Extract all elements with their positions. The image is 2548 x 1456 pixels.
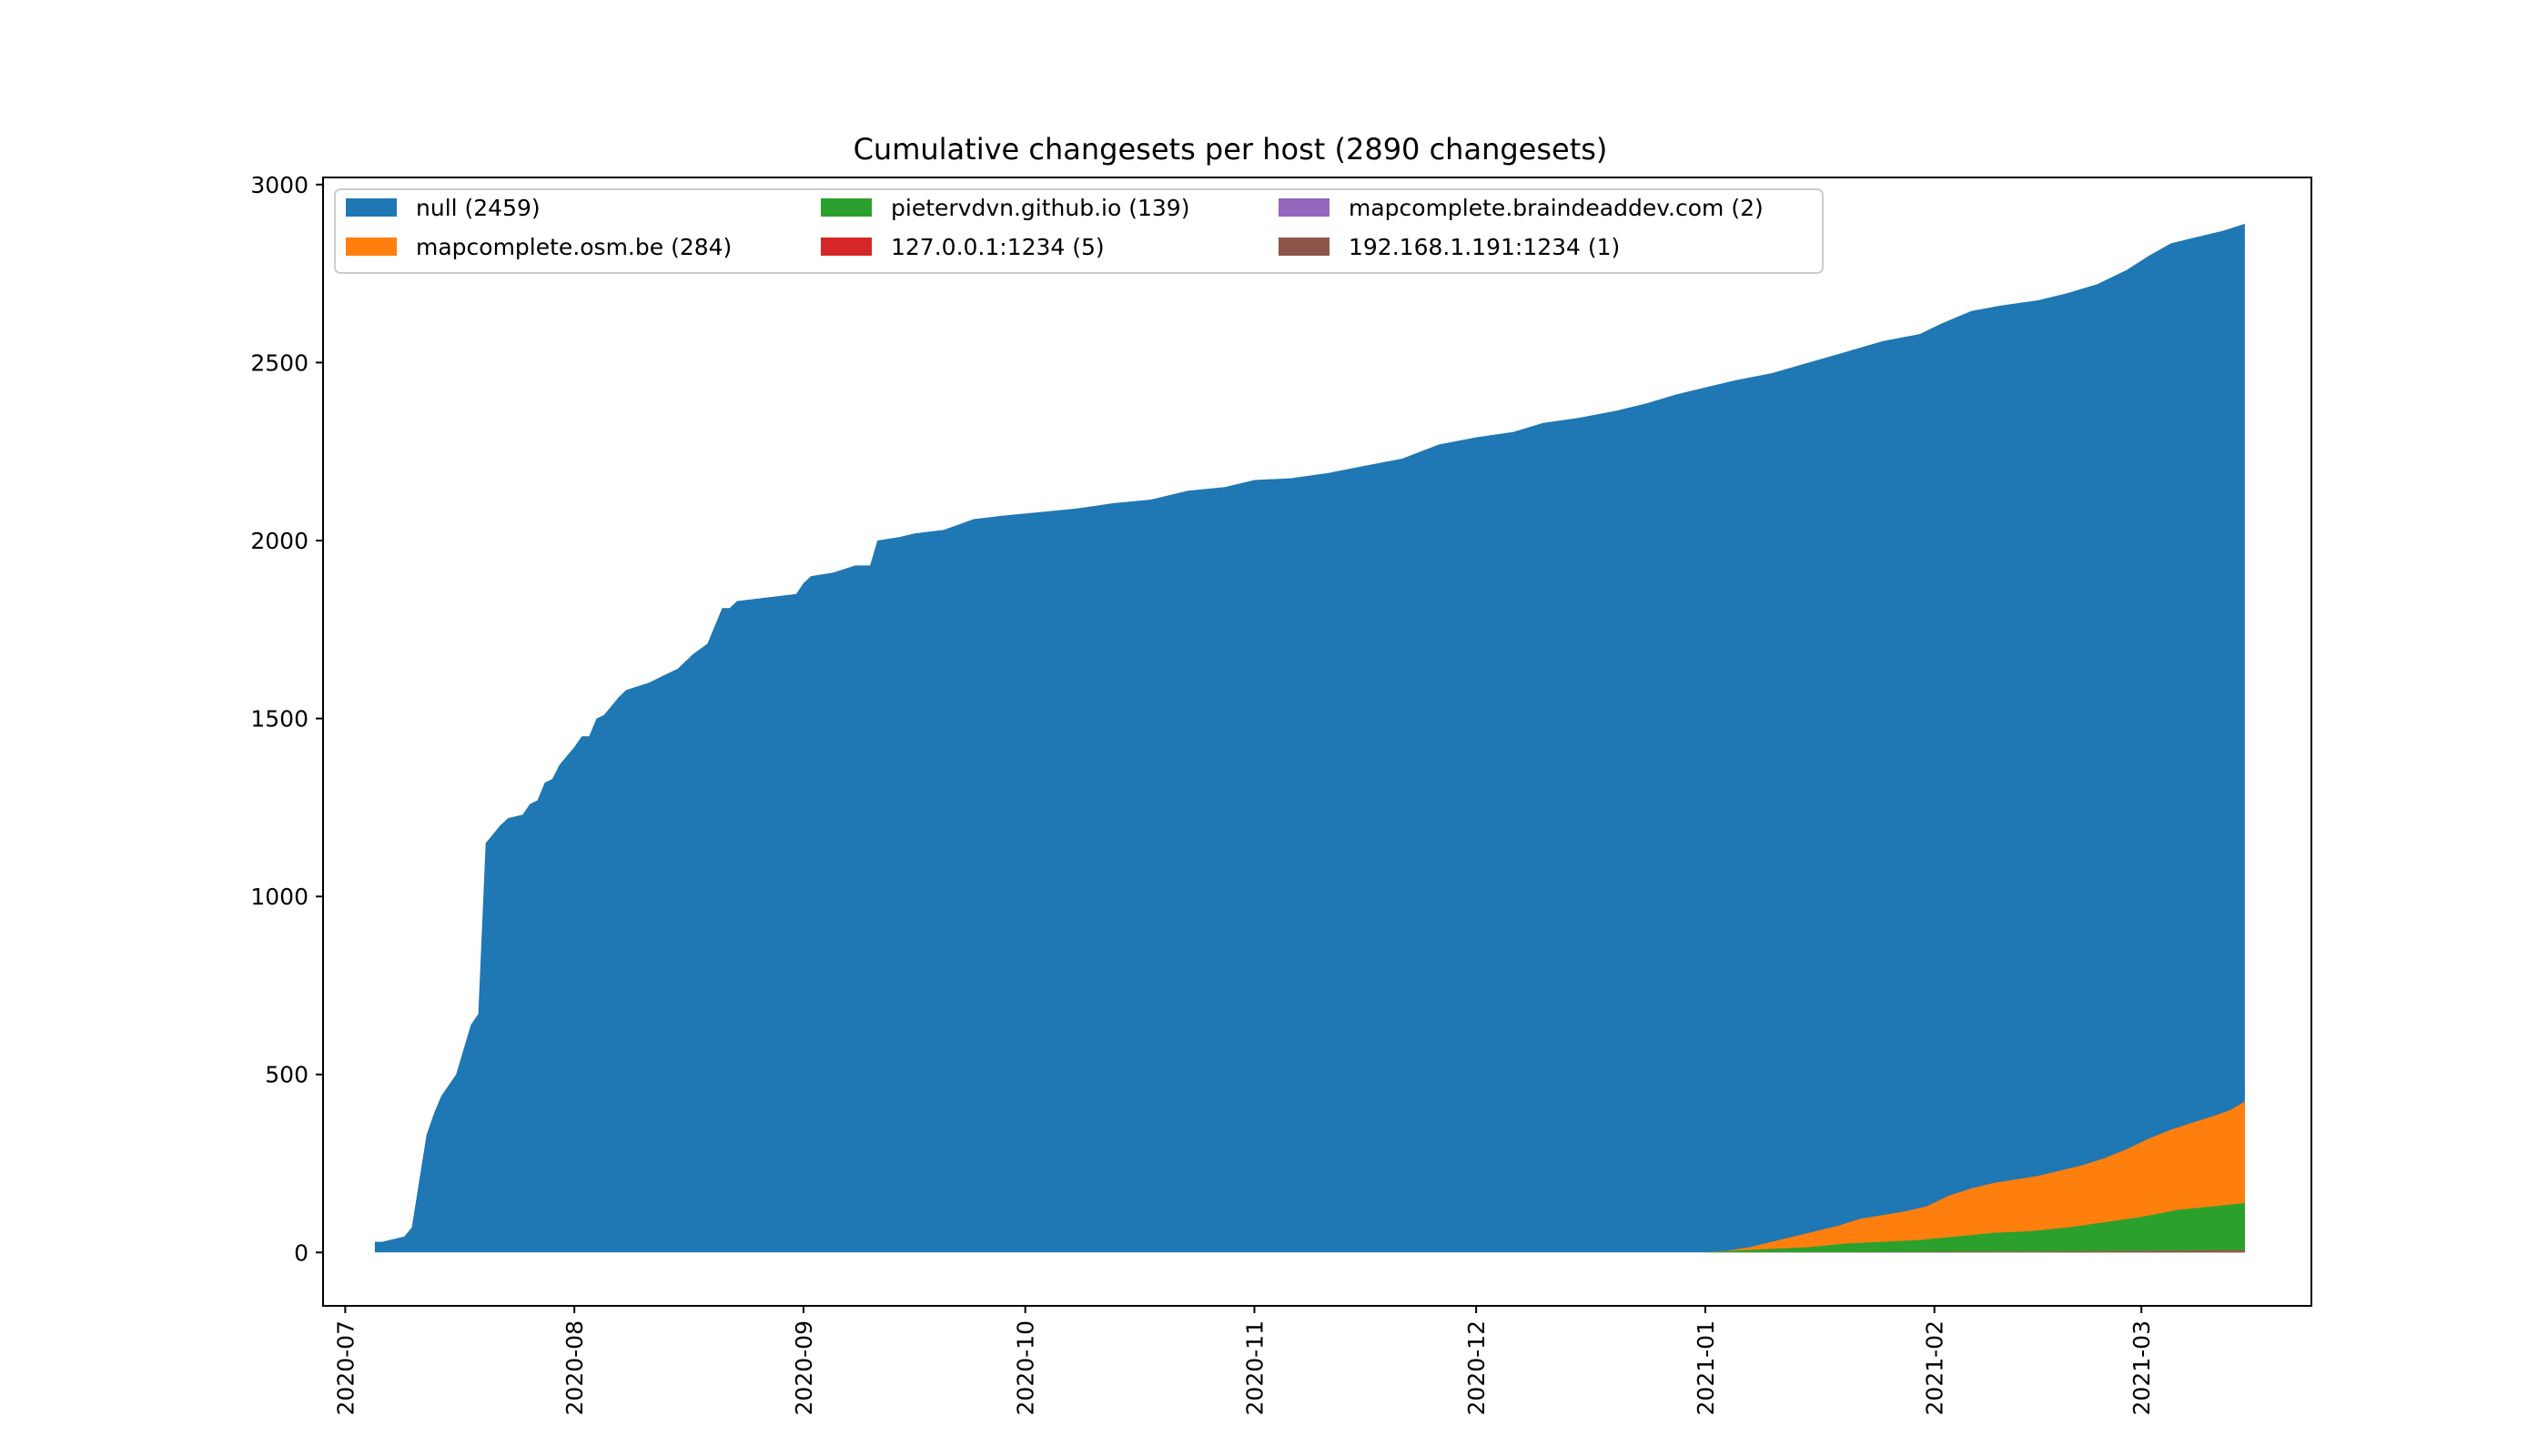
legend-label: 127.0.0.1:1234 (5) <box>891 234 1105 260</box>
y-tick-label: 3000 <box>250 172 308 198</box>
x-tick-label: 2020-07 <box>332 1320 359 1415</box>
legend-swatch <box>821 198 872 217</box>
x-tick-label: 2021-02 <box>1922 1320 1948 1415</box>
legend-swatch <box>346 198 397 217</box>
x-tick-label: 2020-11 <box>1242 1320 1269 1415</box>
y-tick-label: 2000 <box>250 528 308 554</box>
y-tick-label: 1000 <box>250 884 308 910</box>
legend: null (2459) mapcomplete.osm.be (284) piete… <box>334 188 1824 274</box>
area-series-1 <box>1704 1101 2245 1253</box>
legend-swatch <box>346 238 397 256</box>
area-series-2 <box>1704 1203 2245 1253</box>
legend-swatch <box>1279 198 1330 217</box>
x-tick-label: 2021-03 <box>2128 1320 2155 1415</box>
x-tick-label: 2020-08 <box>561 1320 588 1415</box>
legend-label: pietervdvn.github.io (139) <box>891 195 1189 221</box>
x-tick-label: 2020-09 <box>791 1320 817 1415</box>
series-areas <box>374 223 2245 1253</box>
legend-swatch <box>1279 238 1330 256</box>
legend-label: null (2459) <box>416 195 541 221</box>
y-tick-label: 500 <box>265 1062 308 1088</box>
legend-label: mapcomplete.osm.be (284) <box>416 234 732 260</box>
x-tick-label: 2020-10 <box>1013 1320 1039 1415</box>
x-tick-label: 2020-12 <box>1463 1320 1490 1415</box>
y-tick-label: 1500 <box>250 706 308 733</box>
x-axis: 2020-07 2020-08 2020-09 2020-10 2020-11 2020-… <box>332 1306 2155 1415</box>
y-tick-label: 0 <box>294 1239 308 1266</box>
area-series-0 <box>374 223 2245 1253</box>
legend-box <box>334 188 1824 274</box>
y-axis: 0 500 1000 1500 2000 2500 3000 <box>250 172 323 1266</box>
legend-label: 192.168.1.191:1234 (1) <box>1349 234 1620 260</box>
y-tick-label: 2500 <box>250 349 308 376</box>
plot-frame <box>322 177 2312 1307</box>
legend-label: mapcomplete.braindeaddev.com (2) <box>1349 195 1764 221</box>
chart-title: Cumulative changesets per host (2890 cha… <box>854 132 1608 167</box>
x-tick-label: 2021-01 <box>1693 1320 1719 1415</box>
legend-swatch <box>821 238 872 256</box>
